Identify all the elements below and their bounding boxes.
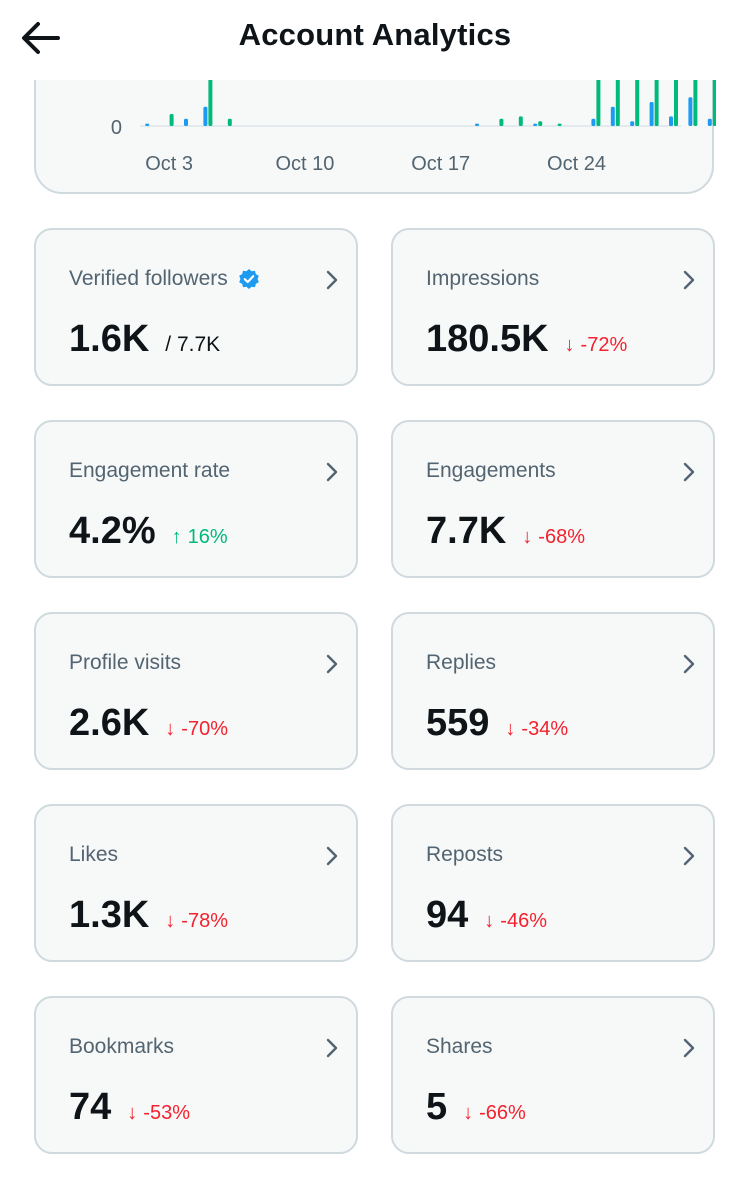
metric-value: 4.2%: [69, 510, 156, 552]
top-bar: Account Analytics: [0, 0, 750, 80]
arrow-down-icon: ↓: [165, 718, 176, 740]
metric-total: / 7.7K: [165, 333, 221, 356]
arrow-down-icon: ↓: [463, 1102, 474, 1124]
bar-green: [557, 123, 562, 126]
x-tick-label: Oct 17: [411, 153, 470, 175]
metric-delta: ↓ -34%: [505, 718, 569, 740]
metric-label: Verified followers: [69, 267, 228, 290]
bar-green: [518, 116, 523, 126]
metric-value: 94: [426, 894, 469, 936]
metric-card-engagement-rate[interactable]: Engagement rate 4.2% ↑ 16%: [34, 420, 358, 578]
metric-delta: ↑ 16%: [171, 526, 228, 548]
metric-card-replies[interactable]: Replies 559 ↓ -34%: [391, 612, 715, 770]
metric-label: Reposts: [426, 843, 504, 866]
chevron-right-icon: [326, 270, 338, 290]
bar-blue: [649, 102, 654, 126]
chevron-right-icon: [326, 846, 338, 866]
metric-card-reposts[interactable]: Reposts 94 ↓ -46%: [391, 804, 715, 962]
metric-card-verified-followers[interactable]: Verified followers 1.6K / 7.7K: [34, 228, 358, 386]
arrow-down-icon: ↓: [564, 334, 575, 356]
bar-blue: [688, 97, 693, 126]
metric-value: 1.3K: [69, 894, 150, 936]
bar-blue: [203, 106, 208, 126]
bar-blue: [707, 118, 712, 126]
metric-label: Shares: [426, 1035, 493, 1058]
bar-blue: [145, 123, 150, 126]
chevron-right-icon: [683, 846, 695, 866]
bar-blue: [533, 123, 538, 126]
chevron-right-icon: [683, 270, 695, 290]
metric-value: 180.5K: [426, 318, 549, 360]
metric-card-impressions[interactable]: Impressions 180.5K ↓ -72%: [391, 228, 715, 386]
x-tick-label: Oct 10: [275, 153, 334, 175]
metric-label: Engagements: [426, 459, 556, 482]
metric-delta: ↓ -53%: [127, 1102, 190, 1124]
y-tick-label: 0: [111, 117, 122, 139]
bar-blue: [184, 118, 188, 126]
metric-delta: ↓ -66%: [463, 1102, 526, 1124]
metric-label: Engagement rate: [69, 459, 231, 482]
chevron-right-icon: [683, 1038, 695, 1058]
bar-blue: [630, 121, 635, 126]
metric-delta: ↓ -72%: [564, 334, 628, 356]
metric-delta: ↓ -46%: [484, 910, 547, 932]
chevron-right-icon: [326, 654, 338, 674]
metric-card-profile-visits[interactable]: Profile visits 2.6K ↓ -70%: [34, 612, 358, 770]
arrow-down-icon: ↓: [127, 1102, 138, 1124]
bar-green: [538, 121, 543, 126]
bar-green: [169, 114, 174, 126]
bar-green: [499, 118, 504, 126]
metric-value: 1.6K: [69, 318, 150, 360]
bar-blue: [610, 106, 615, 126]
metric-value: 2.6K: [69, 702, 150, 744]
chevron-right-icon: [326, 1038, 338, 1058]
verified-badge-icon: [238, 269, 259, 289]
metric-card-shares[interactable]: Shares 5 ↓ -66%: [391, 996, 715, 1154]
x-tick-label: Oct 3: [145, 153, 193, 175]
arrow-down-icon: ↓: [505, 718, 516, 740]
bar-blue: [669, 116, 673, 126]
metric-delta: ↓ -68%: [522, 526, 585, 548]
arrow-down-icon: ↓: [165, 910, 176, 932]
bar-green: [227, 118, 232, 126]
metric-label: Profile visits: [69, 651, 182, 674]
arrow-up-icon: ↑: [171, 526, 182, 548]
chevron-right-icon: [683, 654, 695, 674]
metric-card-engagements[interactable]: Engagements 7.7K ↓ -68%: [391, 420, 715, 578]
arrow-down-icon: ↓: [484, 910, 495, 932]
chevron-right-icon: [326, 462, 338, 482]
x-tick-label: Oct 24: [547, 153, 606, 175]
metric-value: 7.7K: [426, 510, 507, 552]
metric-value: 5: [426, 1086, 448, 1128]
arrow-left-icon[interactable]: [18, 18, 64, 58]
metric-label: Bookmarks: [69, 1035, 175, 1058]
metric-label: Impressions: [426, 267, 540, 290]
bar-blue: [591, 118, 596, 126]
metric-delta: ↓ -70%: [165, 718, 228, 740]
metric-value: 559: [426, 702, 490, 744]
bar-blue: [475, 123, 479, 126]
metric-delta: ↓ -78%: [165, 910, 228, 932]
metric-label: Likes: [69, 843, 119, 866]
metric-label: Replies: [426, 651, 497, 674]
chevron-right-icon: [683, 462, 695, 482]
metric-card-bookmarks[interactable]: Bookmarks 74 ↓ -53%: [34, 996, 358, 1154]
page-title: Account Analytics: [238, 17, 512, 52]
arrow-down-icon: ↓: [522, 526, 533, 548]
metric-value: 74: [69, 1086, 112, 1128]
metric-card-likes[interactable]: Likes 1.3K ↓ -78%: [34, 804, 358, 962]
